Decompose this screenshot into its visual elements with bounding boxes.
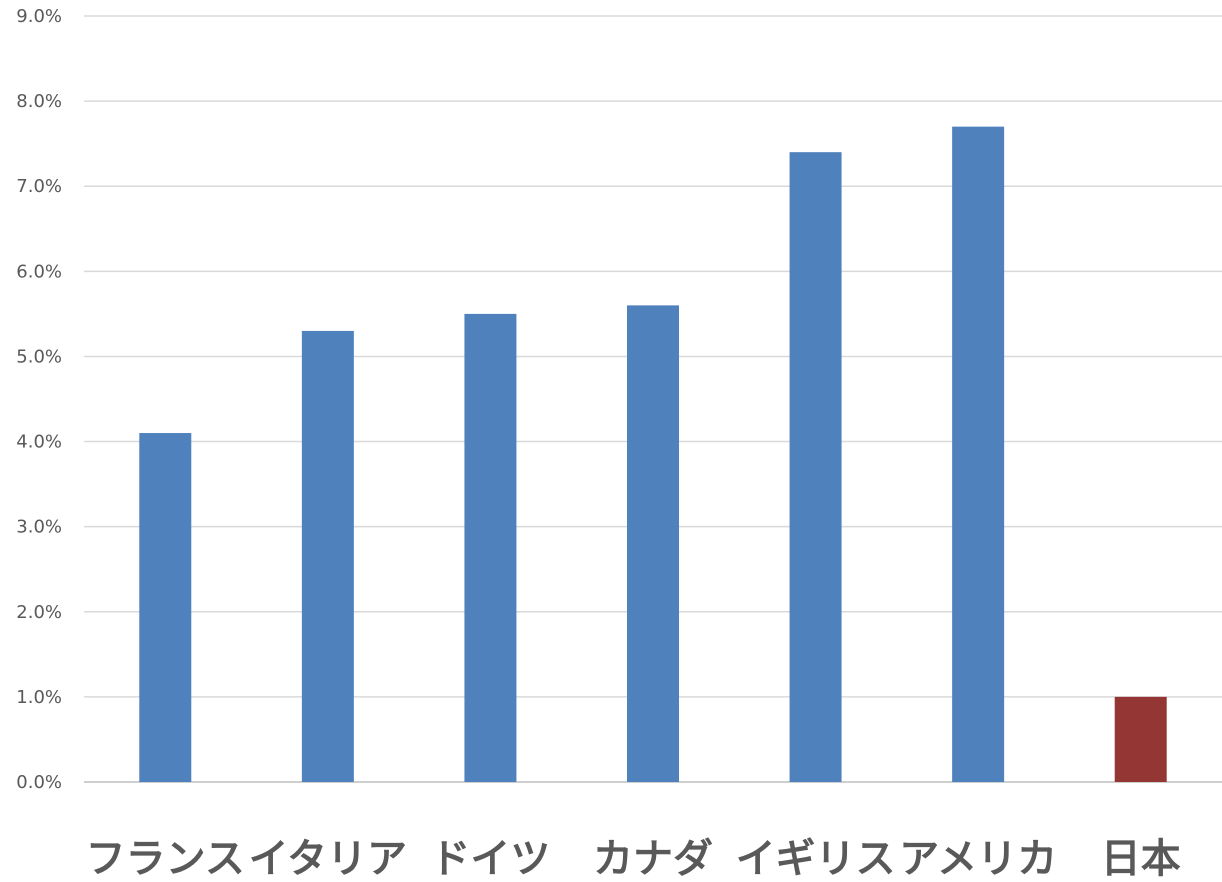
x-category-label: カナダ bbox=[593, 836, 713, 882]
bar bbox=[952, 126, 1005, 782]
y-tick-label: 1.0% bbox=[16, 687, 62, 708]
bar bbox=[301, 330, 354, 782]
bar bbox=[139, 433, 192, 782]
y-tick-label: 7.0% bbox=[16, 176, 62, 197]
bar bbox=[464, 313, 517, 782]
y-axis-tick-labels: 0.0% 1.0% 2.0% 3.0% 4.0% 5.0% 6.0% 7.0% 8.0% 9.0% bbox=[16, 6, 62, 793]
x-category-label: イギリス bbox=[736, 836, 896, 882]
bar bbox=[627, 305, 679, 782]
y-tick-label: 5.0% bbox=[16, 346, 62, 367]
y-tick-label: 4.0% bbox=[16, 432, 62, 453]
bar bbox=[1114, 696, 1167, 782]
y-tick-label: 8.0% bbox=[16, 91, 62, 112]
y-tick-label: 0.0% bbox=[16, 772, 62, 793]
y-tick-label: 2.0% bbox=[16, 602, 62, 623]
bar bbox=[789, 152, 842, 782]
y-tick-label: 6.0% bbox=[16, 261, 62, 282]
y-tick-label: 3.0% bbox=[16, 517, 62, 538]
bars bbox=[139, 126, 1167, 782]
x-category-label: ドイツ bbox=[430, 836, 550, 882]
x-category-label: 日本 bbox=[1101, 836, 1181, 882]
x-category-label: イタリア bbox=[249, 836, 407, 882]
y-tick-label: 9.0% bbox=[16, 6, 62, 27]
x-category-label: アメリカ bbox=[899, 836, 1057, 882]
x-axis-category-labels: フランス イタリア ドイツ カナダ イギリス アメリカ 日本 bbox=[86, 836, 1181, 882]
x-category-label: フランス bbox=[86, 836, 245, 882]
